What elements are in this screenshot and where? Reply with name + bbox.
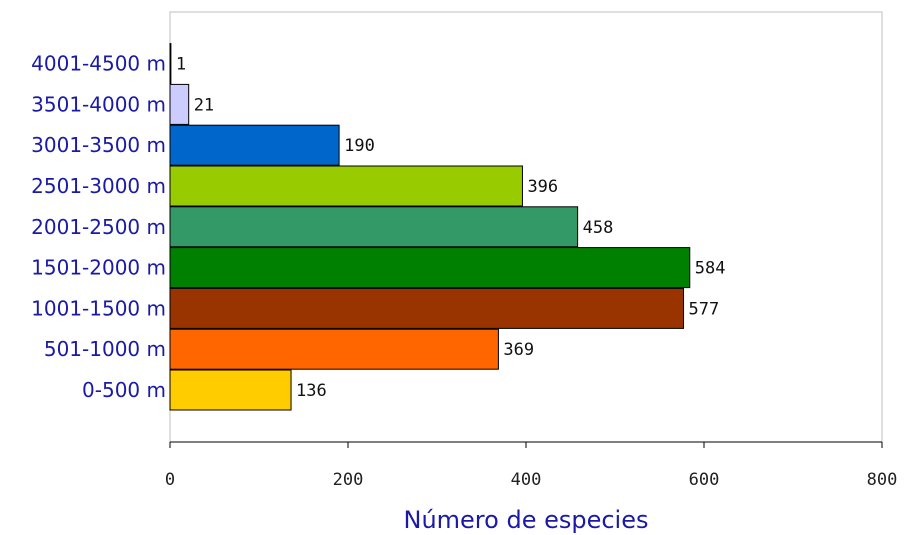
data-labels: 136 369 577 584 458 396 190 21 1 bbox=[176, 55, 726, 401]
data-label: 369 bbox=[503, 340, 534, 360]
data-label: 584 bbox=[695, 259, 726, 279]
bar bbox=[169, 124, 340, 166]
data-label: 458 bbox=[583, 218, 614, 238]
bar bbox=[169, 369, 292, 411]
x-axis-ticks: 0 200 400 600 800 bbox=[165, 442, 897, 490]
category-label: 3001-3500 m bbox=[31, 133, 166, 157]
data-label: 21 bbox=[194, 95, 214, 115]
category-label: 1501-2000 m bbox=[31, 256, 166, 280]
bar bbox=[169, 206, 579, 248]
data-label: 1 bbox=[176, 55, 186, 75]
category-label: 4001-4500 m bbox=[31, 52, 166, 76]
category-label: 3501-4000 m bbox=[31, 92, 166, 116]
bar bbox=[169, 83, 190, 125]
category-labels: 0-500 m 501-1000 m 1001-1500 m 1501-2000 m 2… bbox=[31, 52, 166, 402]
category-label: 501-1000 m bbox=[44, 337, 166, 361]
x-tick-label: 400 bbox=[511, 470, 542, 490]
bar bbox=[169, 165, 523, 207]
data-label: 577 bbox=[689, 299, 720, 319]
bar bbox=[169, 287, 685, 329]
category-label: 0-500 m bbox=[82, 378, 166, 402]
bar bbox=[169, 247, 691, 289]
data-label: 136 bbox=[296, 381, 327, 401]
category-label: 2501-3000 m bbox=[31, 174, 166, 198]
category-label: 1001-1500 m bbox=[31, 296, 166, 320]
x-tick-label: 200 bbox=[333, 470, 364, 490]
x-tick-label: 600 bbox=[689, 470, 720, 490]
category-label: 2001-2500 m bbox=[31, 215, 166, 239]
x-tick-label: 800 bbox=[867, 470, 898, 490]
bars bbox=[169, 43, 691, 411]
x-axis-title: Número de especies bbox=[404, 506, 649, 534]
bar bbox=[169, 43, 172, 85]
x-tick-label: 0 bbox=[165, 470, 175, 490]
data-label: 190 bbox=[344, 136, 375, 156]
bar bbox=[169, 328, 499, 370]
data-label: 396 bbox=[527, 177, 558, 197]
